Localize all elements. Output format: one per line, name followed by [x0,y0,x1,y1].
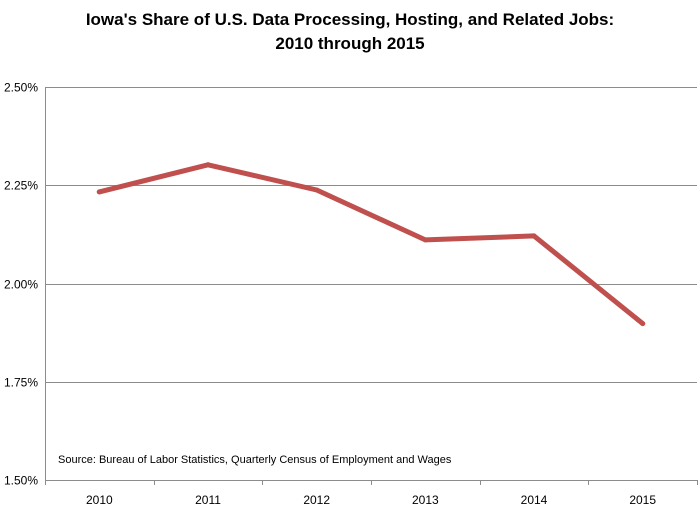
x-tick-label: 2012 [303,493,330,507]
y-tick-label: 2.50% [4,81,38,95]
chart-title: Iowa's Share of U.S. Data Processing, Ho… [0,8,700,56]
y-tick-label: 2.00% [4,278,38,292]
y-tick-label: 2.25% [4,179,38,193]
x-tick-label: 2013 [412,493,439,507]
data-point [205,162,211,168]
x-tick-label: 2011 [195,493,221,507]
data-point [640,321,646,327]
x-tick-label: 2010 [86,493,113,507]
x-tick-label: 2014 [521,493,548,507]
data-point [531,233,537,239]
x-tick-label: 2015 [629,493,656,507]
y-tick-label: 1.50% [4,474,38,488]
data-point [422,237,428,243]
data-point [96,189,102,195]
chart-title-line-1: Iowa's Share of U.S. Data Processing, Ho… [85,10,615,29]
source-note: Source: Bureau of Labor Statistics, Quar… [58,454,452,466]
series-line [96,162,646,327]
data-point [314,187,320,193]
y-tick-label: 1.75% [4,376,38,390]
chart-title-line-2: 2010 through 2015 [275,34,425,53]
